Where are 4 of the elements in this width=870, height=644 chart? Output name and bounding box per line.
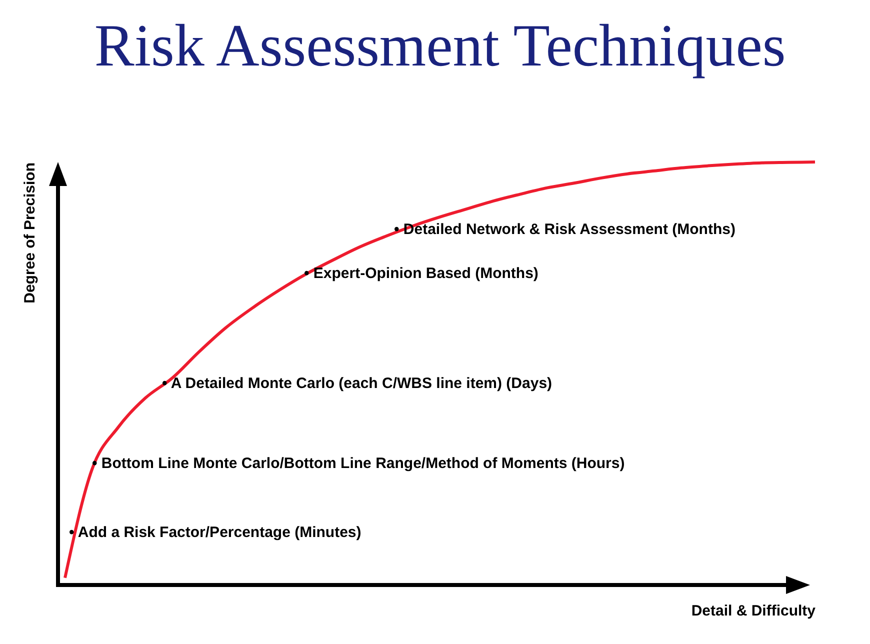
y-axis-title: Degree of Precision — [22, 162, 38, 304]
x-axis-title: Detail & Difficulty — [691, 602, 816, 620]
annotation: • Add a Risk Factor/Percentage (Minutes) — [69, 524, 362, 541]
chart-title: Risk Assessment Techniques — [94, 12, 786, 78]
